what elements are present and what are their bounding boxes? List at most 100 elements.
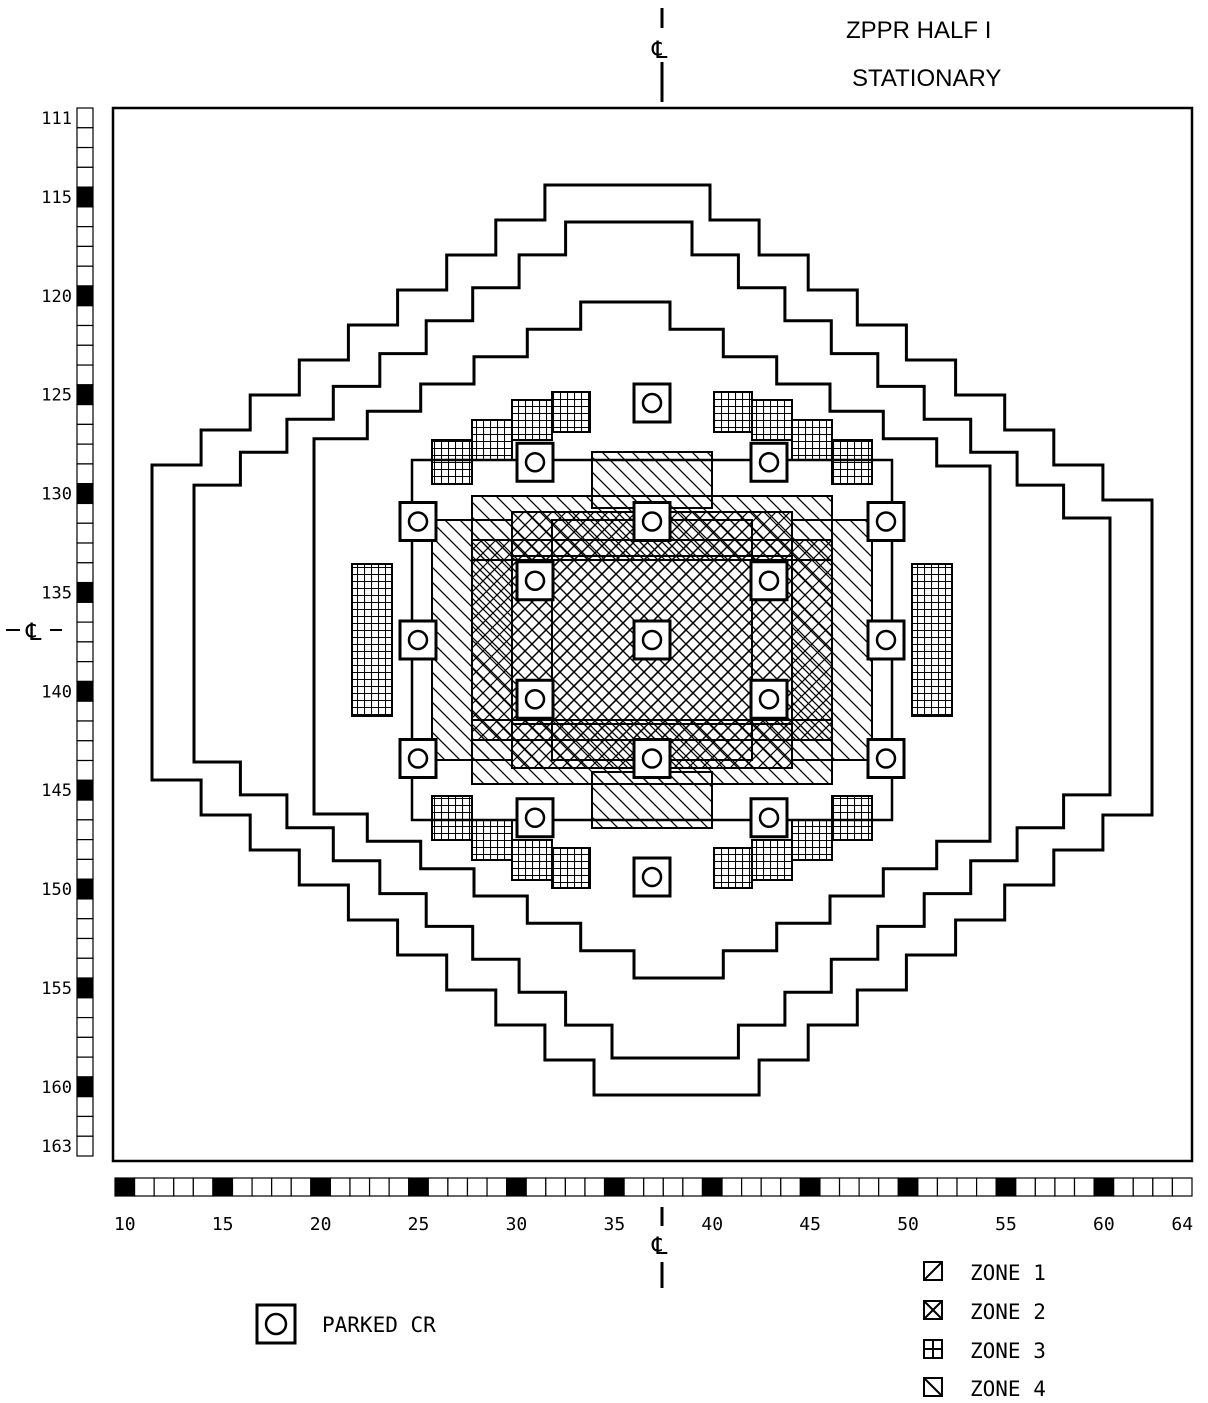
- row-cell: [76, 226, 94, 248]
- column-cell: [721, 1177, 743, 1197]
- parked-cr-cell: [398, 738, 438, 779]
- column-cell: [1171, 1177, 1193, 1197]
- row-labels: 111 115 120 125 130 135 140 145 150 155 160 163: [41, 109, 72, 1157]
- row-label: 163: [41, 1137, 72, 1157]
- left-centerline-label: ℄: [25, 618, 42, 646]
- row-cell: [76, 878, 94, 900]
- column-label: 64: [1171, 1214, 1193, 1235]
- blanket-boundary: [312, 300, 992, 980]
- row-cell: [76, 898, 94, 920]
- row-cell: [76, 799, 94, 821]
- parked-cr-cell: [632, 738, 672, 779]
- zone-3-region: [713, 847, 753, 889]
- row-cell: [76, 542, 94, 564]
- parked-control-rods: [398, 382, 906, 898]
- top-centerline-label: ℄: [651, 36, 668, 64]
- column-cell: [917, 1177, 939, 1197]
- parked-cr-circle-icon: [875, 511, 897, 532]
- column-label: 20: [310, 1214, 332, 1235]
- column-cell: [231, 1177, 253, 1197]
- row-cell: [76, 1076, 94, 1098]
- zone-4-swatch: [923, 1377, 943, 1397]
- row-ruler: [76, 107, 94, 1157]
- parked-cr-symbol: [255, 1303, 297, 1345]
- column-cell: [251, 1177, 273, 1197]
- row-cell: [76, 819, 94, 841]
- zone-3-region: [831, 795, 873, 841]
- legend-zone-1: ZONE 1: [923, 1261, 1046, 1285]
- top-centerline-marker: ℄: [651, 8, 668, 102]
- column-cell: [936, 1177, 958, 1197]
- row-cell: [76, 1115, 94, 1137]
- row-cell: [76, 621, 94, 643]
- row-cell: [76, 1016, 94, 1038]
- column-cell: [897, 1177, 919, 1197]
- zone-4-label: ZONE 4: [970, 1377, 1046, 1401]
- row-cell: [76, 443, 94, 465]
- parked-cr-cell: [866, 501, 906, 542]
- column-cell: [584, 1177, 606, 1197]
- column-cell: [741, 1177, 762, 1197]
- parked-cr-cell: [632, 501, 672, 542]
- row-cell: [76, 759, 94, 781]
- column-cell: [975, 1177, 997, 1197]
- zone-3-region: [911, 563, 953, 717]
- parked-cr-circle-icon: [758, 452, 780, 473]
- zone-3-region: [551, 391, 591, 433]
- column-label: 30: [506, 1214, 528, 1235]
- zone-3-region: [511, 839, 553, 881]
- row-cell: [76, 581, 94, 603]
- column-cell: [133, 1177, 155, 1197]
- column-cell: [368, 1177, 390, 1197]
- parked-cr-circle-icon: [524, 807, 546, 828]
- column-cell: [427, 1177, 449, 1197]
- column-label: 45: [799, 1214, 821, 1235]
- row-cell: [76, 858, 94, 880]
- column-cell: [349, 1177, 371, 1197]
- row-cell: [76, 364, 94, 386]
- parked-cr-circle-icon: [641, 748, 663, 769]
- column-cell: [388, 1177, 410, 1197]
- parked-cr-cell: [749, 560, 789, 602]
- row-cell: [76, 1056, 94, 1078]
- row-cell: [76, 779, 94, 801]
- row-cell: [76, 463, 94, 485]
- column-cell: [623, 1177, 645, 1197]
- parked-cr-cell: [398, 501, 438, 542]
- zone-4-region: [591, 451, 713, 509]
- core-frame: [111, 106, 1194, 1163]
- parked-cr-circle-icon: [641, 511, 663, 532]
- column-label: 60: [1093, 1214, 1115, 1235]
- parked-cr-circle-icon: [758, 807, 780, 828]
- legend-parked-cr: PARKED CR: [255, 1303, 436, 1345]
- parked-cr-circle-icon: [264, 1312, 288, 1336]
- row-cell: [76, 1036, 94, 1058]
- row-cell: [76, 720, 94, 742]
- title-line-1: ZPPR HALF I: [846, 17, 991, 44]
- row-cell: [76, 680, 94, 702]
- column-cell: [310, 1177, 331, 1197]
- parked-cr-cell: [632, 382, 672, 424]
- boundary-outlines: [150, 183, 1154, 1097]
- parked-cr-cell: [749, 678, 789, 720]
- row-cell: [76, 937, 94, 959]
- column-labels: 10 15 20 25 30 35 40 45 50 55 60 64: [114, 1214, 1193, 1235]
- parked-cr-cell: [515, 560, 555, 602]
- zone-3-region: [471, 419, 513, 461]
- left-centerline-marker: ℄: [6, 618, 62, 646]
- parked-cr-cell: [632, 619, 672, 661]
- row-cell: [76, 107, 94, 129]
- reflector-boundary: [192, 220, 1112, 1060]
- zone-3-region: [831, 439, 873, 485]
- column-cell: [545, 1177, 566, 1197]
- legend-parked-cr-label: PARKED CR: [322, 1313, 436, 1337]
- column-cell: [525, 1177, 547, 1197]
- column-cell: [819, 1177, 841, 1197]
- zone-1-label: ZONE 1: [970, 1261, 1046, 1285]
- column-label: 15: [212, 1214, 234, 1235]
- row-cell: [76, 245, 94, 267]
- column-label: 40: [701, 1214, 723, 1235]
- zone-3-region: [511, 399, 553, 441]
- bottom-centerline-marker: ℄: [651, 1207, 668, 1288]
